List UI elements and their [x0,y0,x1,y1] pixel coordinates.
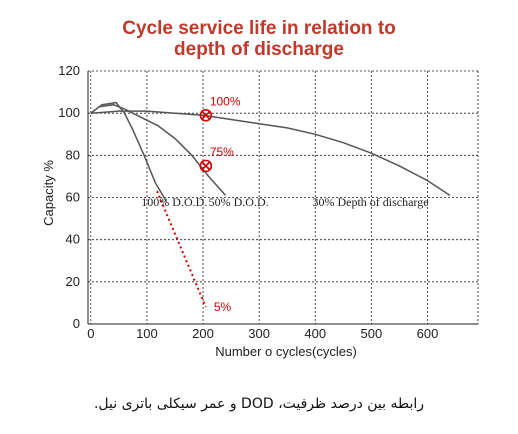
x-tick-label: 300 [248,326,270,341]
x-tick-label: 600 [417,326,439,341]
y-tick-label: 20 [66,274,80,289]
y-tick-label: 80 [66,147,80,162]
x-tick-label: 400 [304,326,326,341]
series-label: 30% Depth of discharge [312,195,428,209]
marker-label: 75% [210,145,234,159]
y-tick-label: 60 [66,190,80,205]
series-label: 50% D.O.D. [209,195,269,209]
series-line [90,110,451,197]
y-tick-label: 100 [58,105,80,120]
series-line [90,103,227,196]
y-tick-label: 0 [73,316,80,331]
figure-caption: رابطه بین درصد ظرفیت، DOD و عمر سیکلی با… [93,396,425,412]
chart-title-line1: Cycle service life in relation to [122,18,396,39]
series-line [90,101,168,203]
point-label: 5% [214,300,232,314]
marker-cross [201,161,211,171]
plot-area: 0 20 40 60 80 100 120 0 100 200 300 400 500 600 100% 75… [58,63,479,341]
x-tick-label: 100 [136,326,158,341]
capacity-chart: Cycle service life in relation to depth … [41,18,479,359]
y-tick-label: 120 [58,63,80,78]
series-label: 100% D.O.D. [141,195,207,209]
y-tick-label: 40 [66,232,80,247]
extrapolation-line [156,190,207,308]
x-tick-label: 500 [361,326,383,341]
marker-circle [199,108,213,122]
x-axis-label: Number o cycles(cycles) [215,344,357,359]
y-axis-label: Capacity % [41,160,56,226]
marker-label: 100% [210,94,241,108]
marker-circle [199,159,213,173]
x-tick-label: 0 [87,326,94,341]
chart-title-line2: depth of discharge [174,39,344,60]
marker-cross [201,110,211,120]
x-tick-label: 200 [192,326,214,341]
